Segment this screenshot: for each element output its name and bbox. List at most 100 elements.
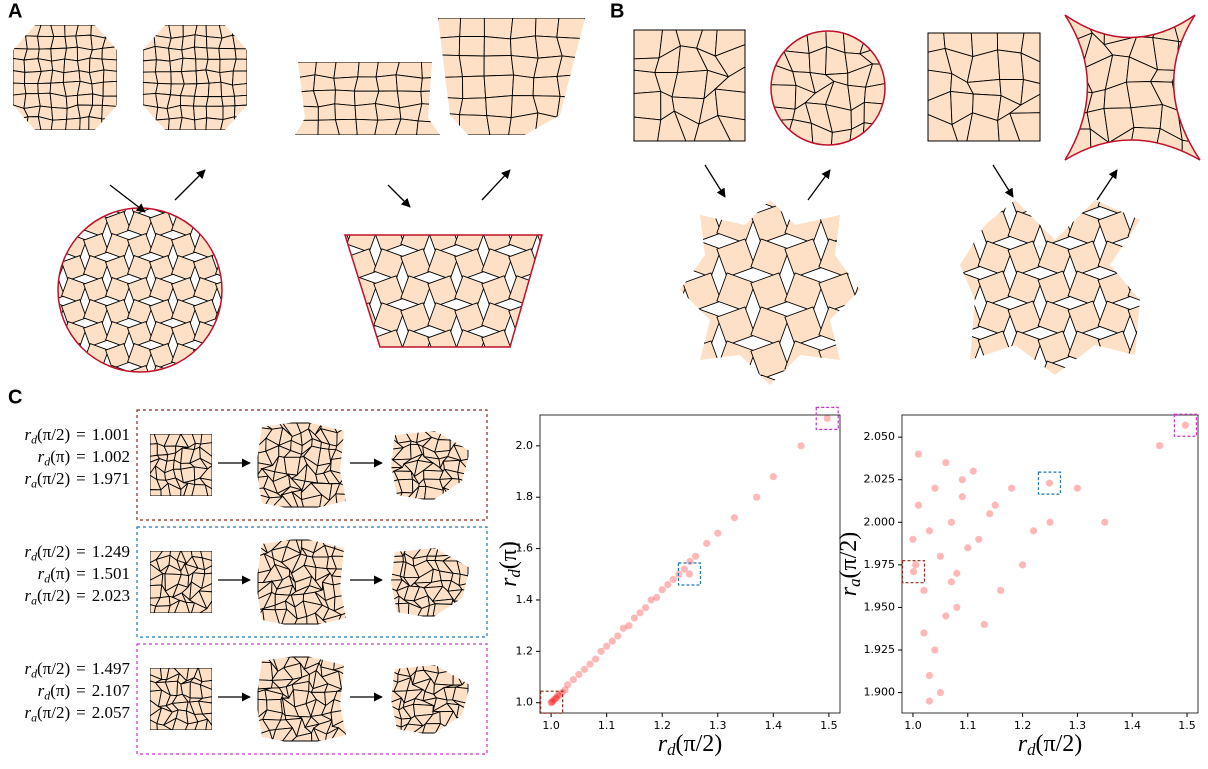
tile	[454, 601, 468, 611]
tile	[536, 168, 566, 198]
tile	[634, 117, 661, 141]
tile	[512, 75, 533, 96]
tile	[143, 120, 157, 130]
tile	[785, 273, 823, 311]
tile	[717, 273, 755, 311]
tile	[438, 55, 462, 78]
tiling	[150, 668, 212, 730]
point	[910, 568, 917, 575]
tile	[150, 256, 175, 281]
tile	[536, 249, 566, 279]
point	[753, 494, 760, 501]
tile	[40, 344, 65, 369]
tile	[388, 492, 402, 499]
tile	[451, 548, 463, 555]
tile	[1158, 391, 1192, 425]
tile	[233, 35, 247, 49]
tile	[1038, 391, 1072, 425]
tile	[232, 71, 247, 85]
tile	[358, 62, 378, 77]
tile	[487, 116, 512, 135]
tile	[853, 171, 891, 209]
tile	[1098, 181, 1132, 215]
tile	[84, 278, 109, 303]
point	[570, 676, 577, 683]
tile	[374, 303, 404, 333]
tile	[84, 366, 109, 391]
tile	[1008, 361, 1042, 395]
point	[598, 648, 605, 655]
tile	[853, 307, 891, 345]
tile	[102, 119, 117, 130]
relation: =	[76, 659, 86, 678]
tile	[194, 278, 219, 303]
tile	[1038, 361, 1072, 395]
tile	[461, 720, 468, 733]
tile	[65, 47, 78, 61]
tile	[401, 357, 431, 387]
value: 1.971	[92, 469, 130, 488]
point	[1019, 561, 1026, 568]
tile	[172, 300, 197, 325]
tile	[150, 300, 175, 325]
tile	[459, 610, 468, 616]
tile	[62, 344, 87, 369]
tile	[649, 375, 687, 413]
tile	[103, 81, 117, 96]
tile	[948, 331, 982, 365]
tile	[444, 488, 461, 499]
tile	[336, 494, 346, 507]
argument: (π/2)	[37, 586, 70, 605]
x-tick-label: 1.5	[1178, 719, 1196, 732]
point	[926, 527, 933, 534]
tile	[751, 273, 789, 311]
tile	[785, 171, 823, 209]
tile	[455, 303, 485, 333]
tile	[978, 361, 1012, 395]
tile	[172, 278, 197, 303]
tile	[455, 168, 485, 198]
tile	[717, 375, 755, 413]
tile	[355, 104, 378, 121]
tile	[438, 36, 460, 55]
argument: (π/2)	[37, 425, 70, 444]
tile	[216, 190, 241, 215]
point	[920, 629, 927, 636]
tile	[978, 331, 1012, 365]
tile	[683, 341, 721, 379]
tile	[509, 357, 539, 387]
y-tick-label: 2.000	[864, 515, 896, 528]
tile	[66, 118, 81, 130]
tile	[978, 391, 1012, 425]
x-tick-label: 1.1	[959, 719, 977, 732]
tiling	[258, 540, 346, 624]
tiling	[143, 25, 247, 130]
tile	[1038, 271, 1072, 305]
tile	[1158, 331, 1192, 365]
tile	[1098, 391, 1132, 425]
tiling	[40, 190, 241, 391]
tile	[421, 62, 440, 78]
value: 1.001	[92, 425, 130, 444]
tile	[51, 36, 67, 48]
tile	[169, 25, 183, 38]
value: 2.057	[92, 703, 131, 722]
tile	[216, 366, 241, 391]
tile	[1128, 361, 1162, 395]
tile	[557, 74, 585, 99]
tile	[948, 361, 982, 395]
tile	[918, 361, 952, 395]
tile	[1068, 361, 1102, 395]
point	[614, 632, 621, 639]
tile	[683, 273, 721, 311]
tile	[1008, 241, 1042, 275]
tile	[318, 104, 335, 120]
tile	[536, 195, 566, 225]
point	[915, 502, 922, 509]
tile	[717, 341, 755, 379]
tile	[106, 212, 131, 237]
tile	[948, 181, 982, 215]
tile	[484, 75, 513, 98]
point	[997, 587, 1004, 594]
tile	[374, 357, 404, 387]
